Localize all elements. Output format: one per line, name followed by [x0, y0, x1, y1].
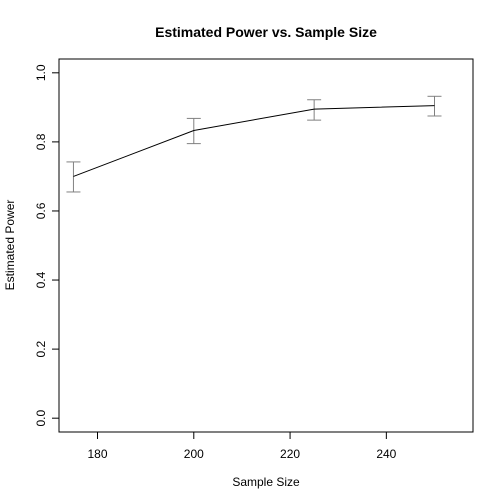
series-line-group [73, 105, 435, 177]
y-axis-label: Estimated Power [3, 200, 17, 291]
x-tick-label: 220 [280, 447, 300, 461]
chart-title: Estimated Power vs. Sample Size [155, 24, 377, 40]
y-axis: 0.0 0.2 0.4 0.6 0.8 1.0 [34, 64, 59, 427]
error-bar [427, 95, 442, 117]
y-tick-label: 0.8 [34, 133, 48, 150]
power-line [73, 105, 435, 177]
x-tick-label: 200 [184, 447, 204, 461]
x-tick-label: 180 [87, 447, 107, 461]
y-tick-label: 0.2 [34, 340, 48, 357]
y-tick-label: 0.4 [34, 271, 48, 288]
error-bars [66, 95, 442, 193]
error-bar [66, 161, 81, 193]
x-axis-label: Sample Size [232, 475, 300, 489]
plot-box [58, 58, 474, 433]
y-tick-label: 0.6 [34, 202, 48, 219]
x-axis: 180 200 220 240 [87, 432, 397, 461]
error-bar [307, 99, 322, 121]
y-tick-label: 1.0 [34, 64, 48, 81]
x-tick-label: 240 [376, 447, 396, 461]
y-tick-label: 0.0 [34, 410, 48, 427]
